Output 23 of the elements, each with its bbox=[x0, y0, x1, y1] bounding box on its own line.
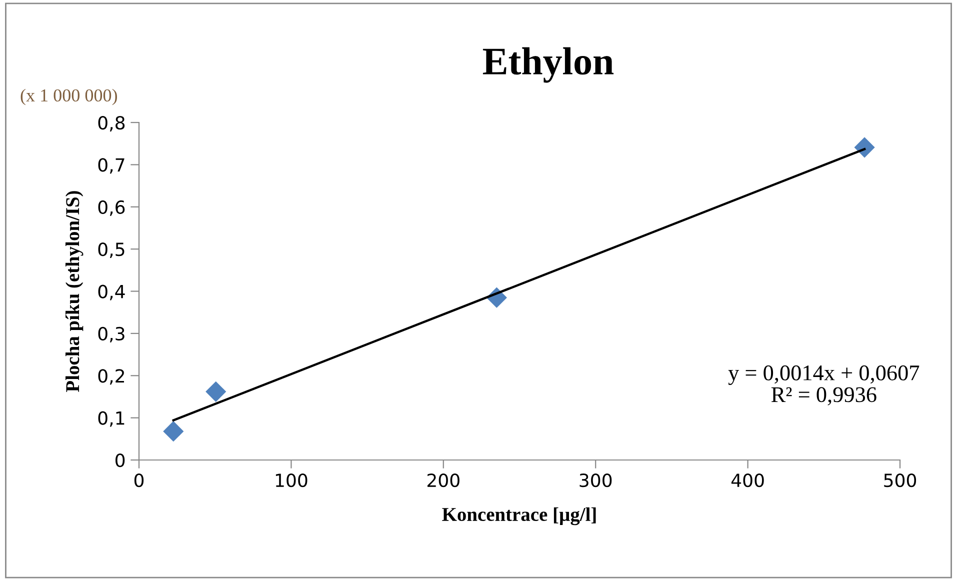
x-tick-label: 200 bbox=[427, 474, 460, 488]
y-tick-label: 0,3 bbox=[98, 326, 124, 342]
point bbox=[854, 137, 875, 158]
x-tick-label: 400 bbox=[731, 474, 764, 488]
y-tick-label: 0,7 bbox=[98, 158, 124, 174]
y-tick-label: 0,6 bbox=[98, 200, 125, 216]
point bbox=[163, 421, 184, 442]
x-tick-label: 300 bbox=[580, 474, 612, 488]
annotation: y = 0,0014x + 0,0607 R² = 0,9936 bbox=[728, 365, 920, 406]
y-tick-label: 0,5 bbox=[98, 242, 124, 258]
y-tick-label: 0,2 bbox=[98, 369, 124, 385]
y-tick-label: 0,4 bbox=[98, 284, 125, 300]
x-tick-label: 100 bbox=[276, 474, 308, 488]
y-axis-title: Plocha píku (ethylon/IS) bbox=[65, 191, 84, 392]
y-tick-label: 0,1 bbox=[98, 411, 124, 427]
x-tick-label: 500 bbox=[884, 474, 916, 488]
chart-title: Ethylon bbox=[482, 47, 614, 83]
y-tick-label: 0 bbox=[116, 453, 125, 468]
y-tick-label: 0,8 bbox=[98, 116, 125, 132]
x-tick-label: 0 bbox=[134, 474, 144, 488]
text: (x 1 000 000) bbox=[20, 88, 117, 106]
point bbox=[206, 381, 226, 402]
x-axis-title: Koncentrace [µg/l] bbox=[442, 507, 596, 526]
